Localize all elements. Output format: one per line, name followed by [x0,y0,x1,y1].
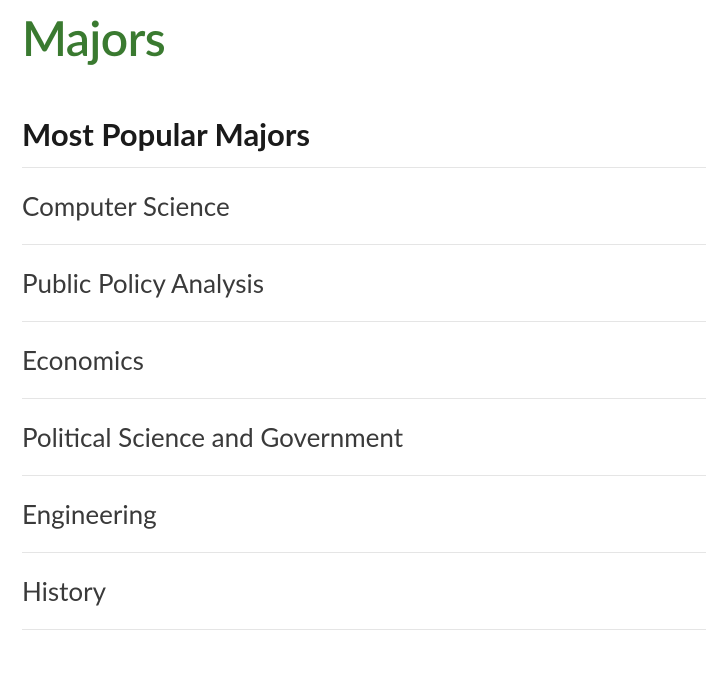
list-item[interactable]: Economics [22,322,706,399]
list-item[interactable]: History [22,553,706,630]
section-title: Majors [22,10,706,67]
list-item[interactable]: Public Policy Analysis [22,245,706,322]
major-list: Computer Science Public Policy Analysis … [22,168,706,630]
list-item[interactable]: Computer Science [22,168,706,245]
list-item[interactable]: Engineering [22,476,706,553]
list-item[interactable]: Political Science and Government [22,399,706,476]
subsection-heading: Most Popular Majors [22,115,706,168]
